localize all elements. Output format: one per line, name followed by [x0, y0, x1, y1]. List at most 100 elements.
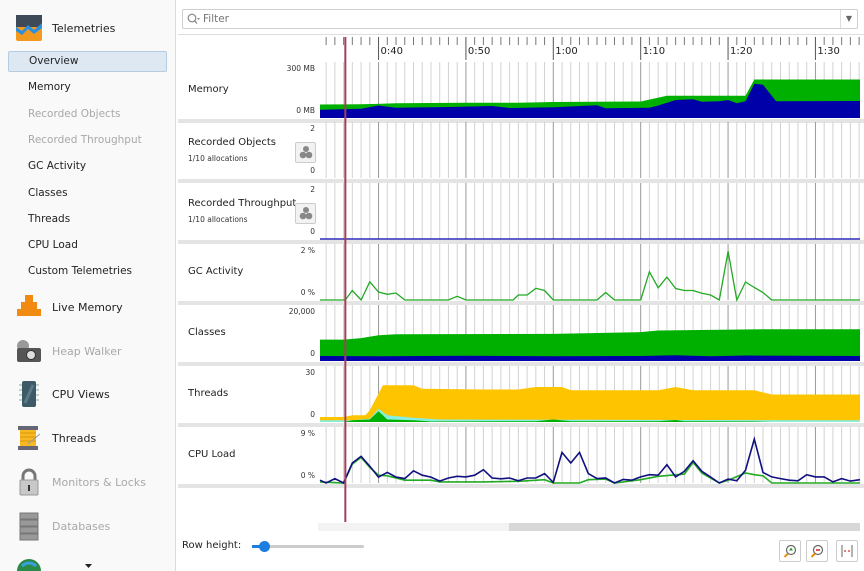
sidebar-item-threads[interactable]: Threads: [28, 212, 71, 225]
time-tick-label: 0:40: [381, 46, 403, 57]
row-separator: [178, 240, 864, 244]
sidebar-section-label: Live Memory: [52, 300, 123, 314]
sidebar-item-memory[interactable]: Memory: [28, 81, 71, 94]
sidebar-item-custom-telemetries[interactable]: Custom Telemetries: [28, 265, 133, 278]
area-series-green: [320, 411, 860, 422]
y-min-label: 0: [310, 410, 315, 419]
area-series-green: [320, 329, 860, 361]
area-series-blue: [320, 83, 860, 118]
telemetries-icon: [14, 13, 44, 43]
y-max-label: 2 %: [300, 246, 315, 255]
y-max-label: 2: [310, 124, 315, 133]
y-max-label: 2: [310, 185, 315, 194]
row-label: Classes: [188, 326, 226, 338]
lock-icon: [14, 467, 44, 497]
record-allocations-button[interactable]: [295, 202, 316, 224]
row-label: GC Activity: [188, 265, 244, 277]
y-min-label: 0 MB: [296, 106, 315, 115]
cubes-icon: [14, 292, 44, 322]
sidebar-section-label: Telemetries: [52, 21, 116, 35]
sidebar-item-overview[interactable]: Overview: [8, 51, 167, 72]
sidebar-section-telemetries[interactable]: Telemetries: [14, 13, 115, 43]
sidebar: Telemetries Overview Memory Recorded Objec…: [0, 0, 176, 571]
line-series-cpu_blue: [319, 436, 861, 485]
row-separator: [178, 423, 864, 427]
spool-icon: [14, 423, 44, 453]
sidebar-item-recorded-throughput[interactable]: Recorded Throughput: [28, 133, 142, 146]
database-icon: [14, 511, 44, 541]
row-label: Recorded Throughput: [188, 197, 297, 209]
filter-dropdown-button[interactable]: ▼: [840, 10, 857, 28]
scrollbar-thumb[interactable]: [509, 523, 860, 531]
sidebar-item-recorded-objects[interactable]: Recorded Objects: [28, 107, 121, 120]
sidebar-section-label: Heap Walker: [52, 344, 122, 358]
slider-knob[interactable]: [259, 541, 270, 552]
slider-fill: [252, 545, 264, 548]
sidebar-item-classes[interactable]: Classes: [28, 186, 68, 199]
row-height-label: Row height:: [182, 540, 242, 551]
y-max-label: 300 MB: [286, 64, 315, 73]
sidebar-section-label: Threads: [52, 431, 97, 445]
time-tick-label: 1:10: [643, 46, 665, 57]
allocations-icon: [299, 207, 312, 220]
row-height-slider[interactable]: [252, 541, 364, 552]
row-label: Threads: [188, 387, 229, 399]
area-series-yellow: [320, 385, 860, 422]
row-separator: [178, 179, 864, 183]
time-tick-label: 0:50: [468, 46, 490, 57]
y-min-label: 0 %: [300, 471, 315, 480]
zoom-in-button[interactable]: [779, 540, 801, 562]
row-separator: [178, 301, 864, 305]
sidebar-section-databases[interactable]: Databases: [14, 511, 110, 541]
row-label: Recorded Objects: [188, 136, 277, 148]
sidebar-item-gc-activity[interactable]: GC Activity: [28, 160, 87, 173]
record-allocations-button[interactable]: [295, 141, 316, 163]
chip-icon: [14, 379, 44, 409]
y-min-label: 0: [310, 349, 315, 358]
fit-width-button[interactable]: [836, 540, 858, 562]
allocations-icon: [299, 146, 312, 159]
sidebar-section-cpu-views[interactable]: CPU Views: [14, 379, 110, 409]
sidebar-section-label: CPU Views: [52, 387, 110, 401]
divider: [178, 34, 864, 35]
row-separator: [178, 484, 864, 488]
y-max-label: 20,000: [288, 307, 315, 316]
chevron-down-icon: ▼: [845, 14, 853, 23]
row-separator: [178, 362, 864, 366]
filter-input[interactable]: [203, 11, 833, 27]
y-max-label: 9 %: [300, 429, 315, 438]
line-series-gc_line: [319, 456, 860, 484]
more-arrow-icon[interactable]: [85, 564, 92, 569]
y-min-label: 0 %: [300, 288, 315, 297]
row-sublabel: 1/10 allocations: [188, 153, 248, 163]
sidebar-item-cpu-load[interactable]: CPU Load: [28, 239, 78, 252]
sidebar-section-live-memory[interactable]: Live Memory: [14, 292, 123, 322]
horizontal-scrollbar[interactable]: [318, 523, 860, 531]
y-min-label: 0: [310, 227, 315, 236]
row-label: Memory: [188, 83, 229, 95]
time-tick-label: 1:00: [555, 46, 577, 57]
globe-icon: [17, 559, 41, 571]
time-tick-label: 1:20: [730, 46, 752, 57]
filter-box[interactable]: ▼: [182, 9, 858, 29]
camera-icon: [14, 336, 44, 366]
sidebar-section-heap-walker[interactable]: Heap Walker: [14, 336, 122, 366]
line-series-gc_line: [320, 251, 860, 303]
time-tick-label: 1:30: [817, 46, 839, 57]
row-separator: [178, 119, 864, 123]
fit-width-icon: [841, 545, 853, 557]
row-sublabel: 1/10 allocations: [188, 214, 248, 224]
sidebar-section-monitors-locks[interactable]: Monitors & Locks: [14, 467, 146, 497]
zoom-out-button[interactable]: [806, 540, 828, 562]
zoom-in-icon: [783, 544, 797, 558]
zoom-out-icon: [810, 544, 824, 558]
sidebar-section-threads[interactable]: Threads: [14, 423, 96, 453]
y-max-label: 30: [305, 368, 315, 377]
row-label: CPU Load: [188, 448, 236, 460]
y-min-label: 0: [310, 166, 315, 175]
search-icon: [187, 13, 200, 24]
area-series-blue: [320, 355, 860, 361]
sidebar-section-label: Monitors & Locks: [52, 475, 146, 489]
sidebar-section-label: Databases: [52, 519, 111, 533]
